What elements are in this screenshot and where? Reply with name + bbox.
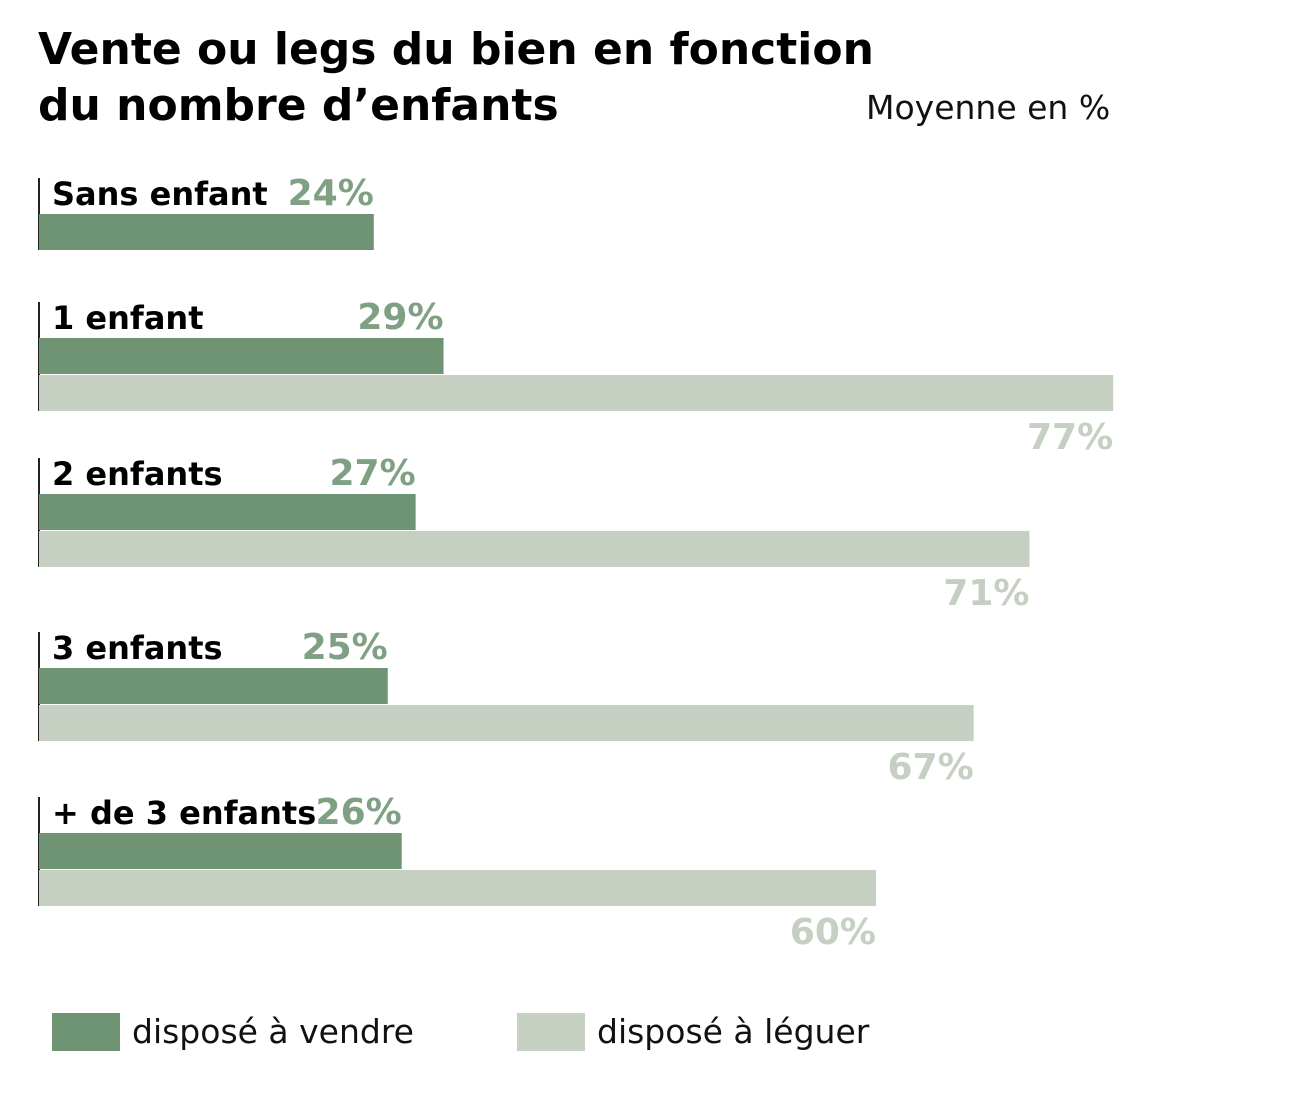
legend-label-bequeath: disposé à léguer (597, 1012, 870, 1051)
chart-title-line-1: Vente ou legs du bien en fonction (38, 24, 874, 75)
bar-bequeath (39, 870, 876, 906)
value-label-sell: 26% (316, 792, 402, 833)
legend-label-sell: disposé à vendre (132, 1012, 414, 1051)
value-label-sell: 27% (329, 453, 415, 494)
bar-bequeath (39, 705, 974, 741)
chart-title: Vente ou legs du bien en fonction du nom… (38, 22, 938, 134)
value-label-bequeath: 60% (790, 912, 876, 953)
category-label: Sans enfant (52, 175, 268, 213)
category-label: 2 enfants (52, 455, 223, 493)
bar-sell (39, 833, 402, 869)
bar-bequeath (39, 375, 1114, 411)
chart-subtitle: Moyenne en % (866, 88, 1111, 127)
value-label-bequeath: 67% (887, 747, 973, 788)
bar-sell (39, 668, 388, 704)
bar-sell (39, 338, 444, 374)
chart-title-line-2: du nombre d’enfants (38, 80, 559, 131)
legend-swatch-sell (52, 1012, 120, 1051)
bar-chart: Sans enfant 24% 1 enfant 29% 77% 2 enfants 27%… (38, 173, 1114, 953)
bar-bequeath (39, 531, 1030, 567)
value-label-bequeath: 77% (1027, 417, 1113, 458)
category-label: 1 enfant (52, 299, 203, 337)
category-label: 3 enfants (52, 629, 223, 667)
value-label-bequeath: 71% (943, 573, 1029, 614)
value-label-sell: 29% (357, 297, 443, 338)
value-label-sell: 25% (302, 627, 388, 668)
category-label: + de 3 enfants (52, 794, 316, 832)
bar-sell (39, 214, 374, 250)
legend-item-sell: disposé à vendre (52, 1012, 414, 1051)
legend-swatch-bequeath (517, 1012, 585, 1051)
legend-item-bequeath: disposé à léguer (517, 1012, 869, 1051)
value-label-sell: 24% (288, 173, 374, 214)
bar-sell (39, 494, 416, 530)
